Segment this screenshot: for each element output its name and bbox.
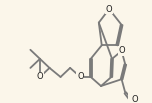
Text: O: O: [132, 95, 138, 103]
Text: O: O: [77, 73, 84, 81]
Text: O: O: [106, 5, 112, 14]
Text: O: O: [118, 46, 125, 55]
Text: O: O: [37, 73, 43, 81]
